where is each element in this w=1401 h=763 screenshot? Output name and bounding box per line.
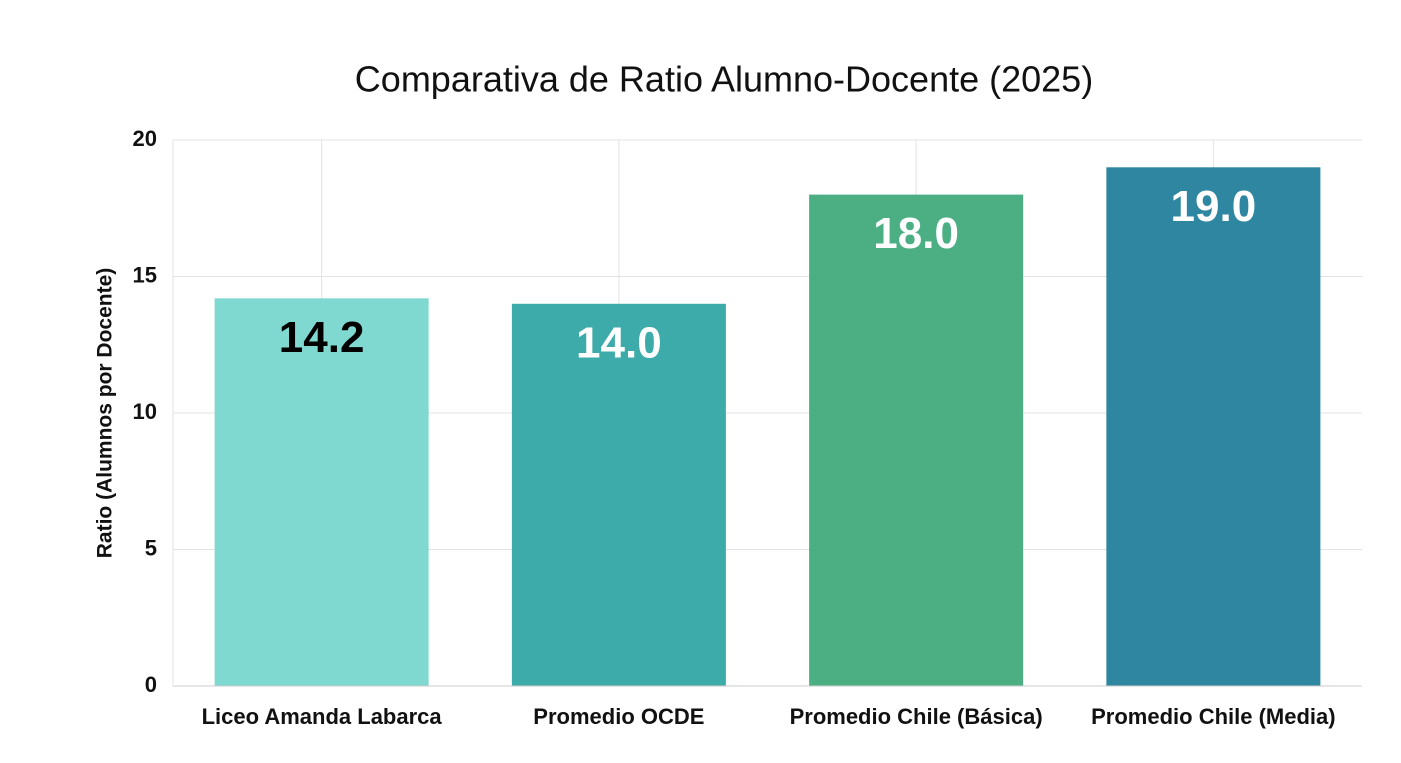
value-label: 14.0 [576, 318, 662, 367]
value-label: 18.0 [873, 209, 959, 258]
bar [511, 303, 726, 686]
x-tick-label: Liceo Amanda Labarca [202, 704, 443, 729]
y-tick-label: 5 [145, 535, 157, 560]
chart-title: Comparativa de Ratio Alumno-Docente (202… [355, 59, 1093, 100]
y-tick-label: 20 [133, 126, 157, 151]
bar [1106, 167, 1321, 687]
x-tick-label: Promedio Chile (Básica) [790, 704, 1043, 729]
value-label: 19.0 [1171, 182, 1257, 231]
y-tick-label: 10 [133, 399, 157, 424]
x-tick-label: Promedio OCDE [533, 704, 704, 729]
bar [214, 298, 429, 686]
y-axis-label: Ratio (Alumnos por Docente) [94, 268, 117, 559]
y-tick-label: 0 [145, 672, 157, 697]
x-tick-label: Promedio Chile (Media) [1091, 704, 1335, 729]
value-label: 14.2 [279, 313, 365, 362]
bar [809, 194, 1024, 686]
y-tick-label: 15 [133, 262, 157, 287]
